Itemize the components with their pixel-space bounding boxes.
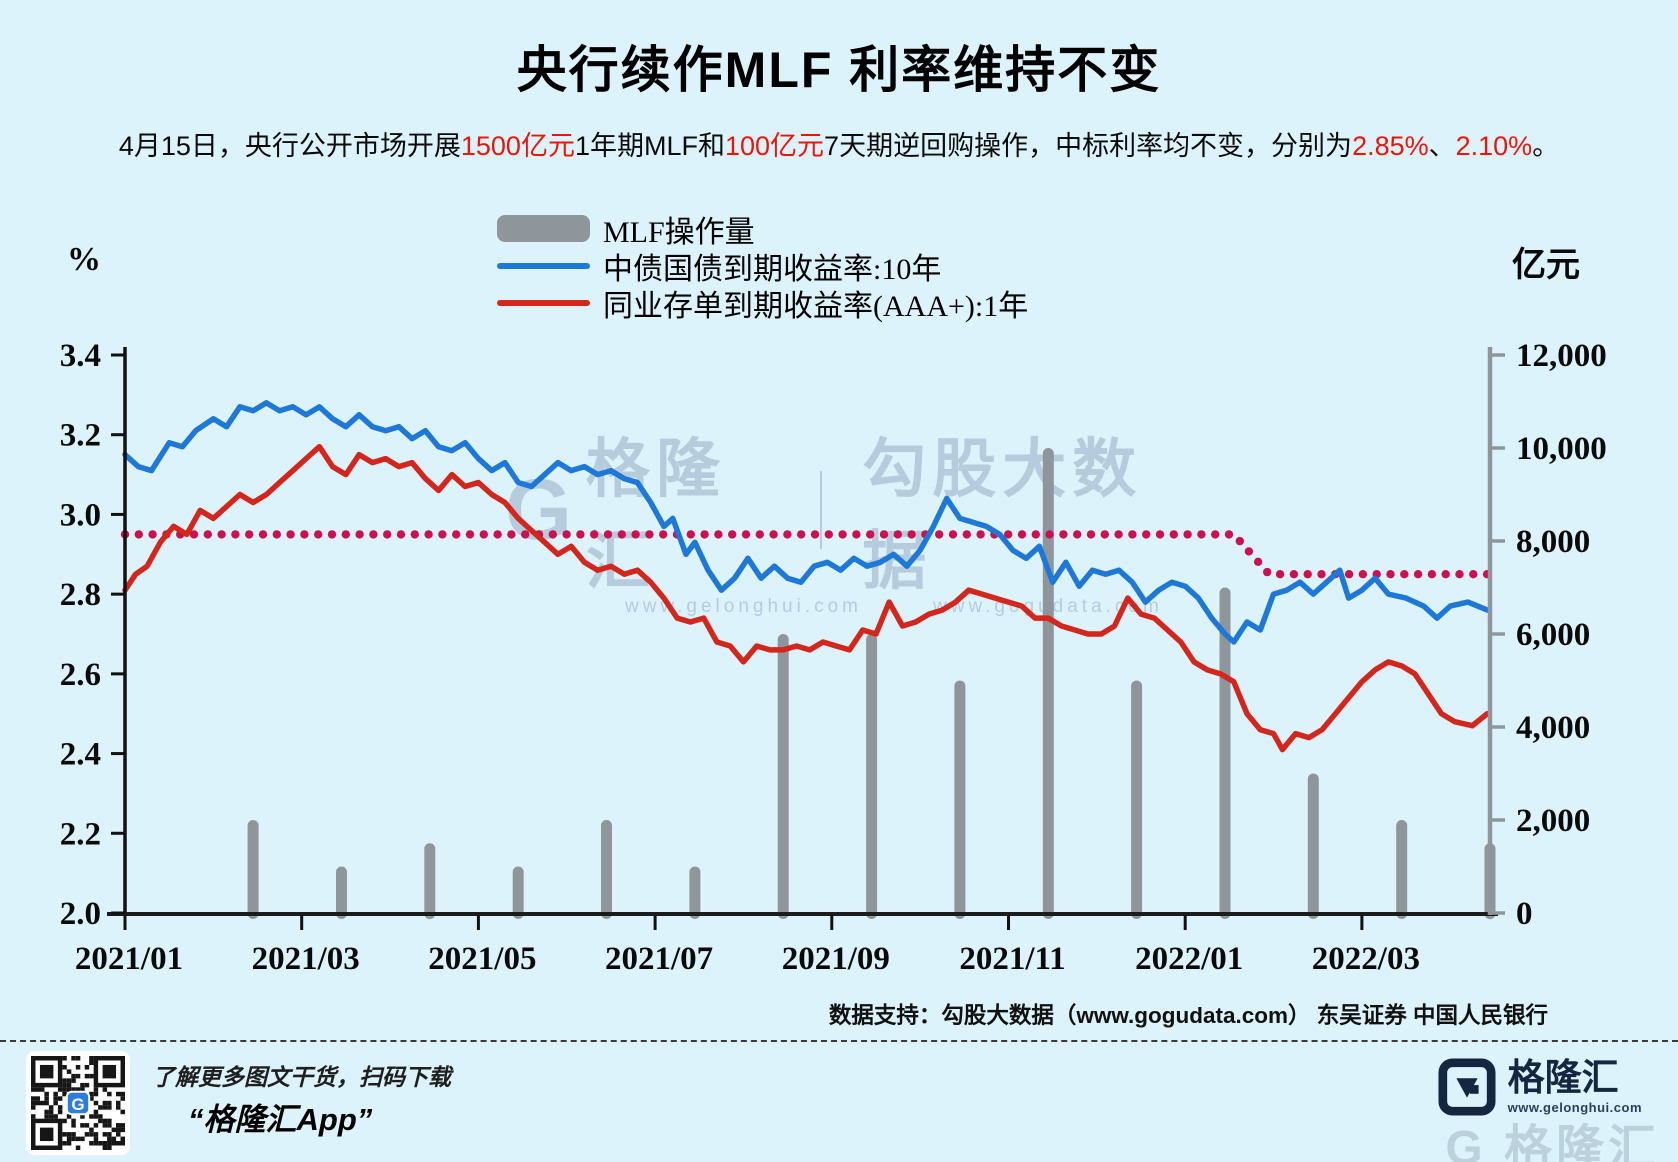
svg-text:8,000: 8,000 [1516,524,1590,560]
svg-text:G: G [71,1095,84,1114]
subtitle-seg-highlight: 100亿元 [724,131,825,161]
svg-text:12,000: 12,000 [1516,338,1607,374]
page-title: 央行续作MLF 利率维持不变 [516,42,1162,98]
legend-item-cgb-yield: 中债国债到期收益率:10年 [497,247,1028,286]
footer-promo-text: 了解更多图文干货，扫码下载 [152,1064,451,1090]
svg-text:2.4: 2.4 [60,737,101,773]
subtitle-seg-highlight: 2.10% [1455,131,1533,161]
svg-text:2021/11: 2021/11 [959,941,1065,977]
legend-label-cgb-yield: 中债国债到期收益率:10年 [603,252,942,286]
svg-text:2021/05: 2021/05 [428,941,536,977]
subtitle-seg: 。 [1532,131,1560,161]
footer-app-name: “格隆汇App” [188,1102,373,1137]
svg-text:亿元: 亿元 [1512,246,1580,284]
svg-text:2.8: 2.8 [60,577,101,613]
svg-text:2022/03: 2022/03 [1312,941,1420,977]
svg-text:2021/01: 2021/01 [75,941,183,977]
svg-text:2.2: 2.2 [60,816,101,852]
svg-text:3.2: 3.2 [60,418,101,454]
subtitle-seg: 1年期MLF和 [574,131,725,161]
legend-item-mlf: MLF操作量 [497,210,1028,249]
ghost-watermark: G 格隆汇 [1445,1122,1660,1162]
svg-text:3.0: 3.0 [60,497,101,533]
svg-text:6,000: 6,000 [1516,617,1590,653]
svg-text:2021/03: 2021/03 [252,941,360,977]
qr-code: G [26,1051,130,1155]
subtitle-seg: 4月15日，央行公开市场开展 [118,131,461,161]
gelonghui-logo: 格隆汇 www.gelonghui.com [1438,1058,1642,1116]
svg-text:2.6: 2.6 [60,657,101,693]
gelonghui-logo-icon [1438,1058,1496,1116]
watermark-divider [819,471,823,549]
logo-brand-text: 格隆汇 [1507,1057,1619,1099]
subtitle: 4月15日，央行公开市场开展1500亿元1年期MLF和100亿元7天期逆回购操作… [0,124,1678,163]
legend-label-ncd-yield: 同业存单到期收益率(AAA+):1年 [603,289,1029,323]
svg-text:2,000: 2,000 [1516,803,1590,839]
subtitle-seg: 、 [1428,131,1456,161]
svg-text:2022/01: 2022/01 [1135,941,1243,977]
footer-bar: G 了解更多图文干货，扫码下载 “格隆汇App” 格隆汇 www.gelongh… [0,1040,1678,1162]
data-source-line: 数据支持：勾股大数据（www.gogudata.com） 东吴证券 中国人民银行 [828,1003,1548,1028]
legend-label-mlf: MLF操作量 [603,215,755,249]
subtitle-seg: 7天期逆回购操作，中标利率均不变，分别为 [824,131,1353,161]
svg-text:2021/07: 2021/07 [605,941,713,977]
watermark-brand-url: www.gelonghui.com [625,596,862,617]
chart-legend: MLF操作量 中债国债到期收益率:10年 同业存单到期收益率(AAA+):1年 [497,210,1028,323]
blue-line-swatch-icon [497,262,590,269]
svg-text:2021/09: 2021/09 [782,941,890,977]
svg-text:10,000: 10,000 [1516,431,1607,467]
watermark-data-brand: 勾股大数据 [862,433,1143,597]
red-line-swatch-icon [497,299,590,306]
svg-text:3.4: 3.4 [60,338,101,374]
svg-text:%: % [67,241,101,278]
bar-swatch-icon [497,215,590,242]
legend-item-ncd-yield: 同业存单到期收益率(AAA+):1年 [497,284,1028,323]
svg-text:4,000: 4,000 [1516,710,1590,746]
svg-text:2.0: 2.0 [60,896,101,932]
logo-url: www.gelonghui.com [1507,1099,1642,1115]
subtitle-seg-highlight: 1500亿元 [460,131,575,161]
subtitle-seg-highlight: 2.85% [1352,131,1429,161]
svg-text:0: 0 [1516,896,1533,932]
